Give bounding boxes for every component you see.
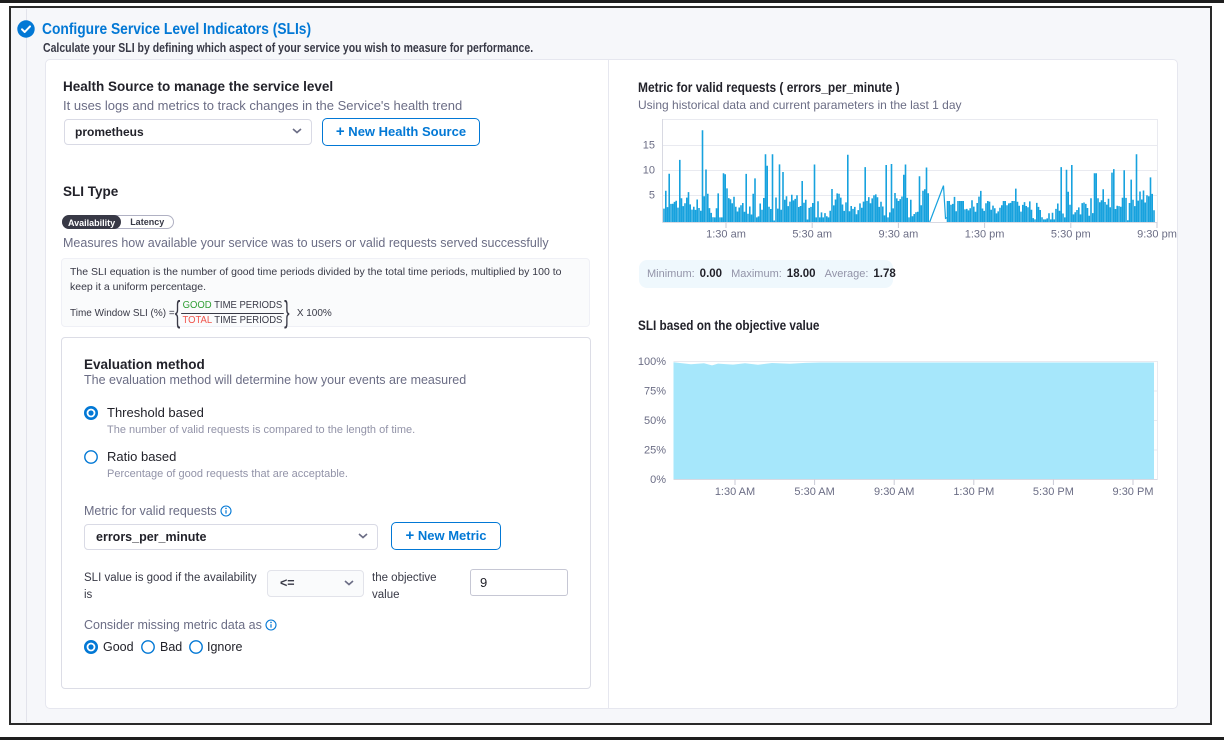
svg-text:50%: 50% [644,415,666,427]
svg-text:1:30 am: 1:30 am [706,229,746,241]
svg-text:5:30 am: 5:30 am [792,229,832,241]
svg-text:10: 10 [643,165,655,177]
svg-text:5:30 PM: 5:30 PM [1033,486,1074,498]
svg-text:75%: 75% [644,386,666,398]
svg-text:1:30 AM: 1:30 AM [715,486,755,498]
svg-text:9:30 pm: 9:30 pm [1137,229,1177,241]
svg-text:25%: 25% [644,445,666,457]
svg-text:9:30 am: 9:30 am [879,229,919,241]
svg-text:0%: 0% [650,474,666,486]
svg-text:1:30 pm: 1:30 pm [965,229,1005,241]
svg-text:1:30 PM: 1:30 PM [953,486,994,498]
svg-text:5: 5 [649,190,655,202]
svg-text:9:30 PM: 9:30 PM [1113,486,1154,498]
svg-text:5:30 pm: 5:30 pm [1051,229,1091,241]
svg-text:9:30 AM: 9:30 AM [874,486,914,498]
svg-text:100%: 100% [638,356,666,368]
svg-text:15: 15 [643,140,655,152]
svg-text:5:30 AM: 5:30 AM [794,486,834,498]
